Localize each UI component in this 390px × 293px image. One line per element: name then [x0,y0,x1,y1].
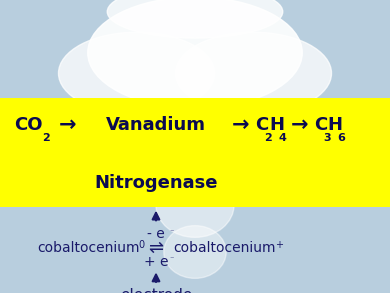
Text: CO: CO [14,115,42,134]
Text: ⁻: ⁻ [170,227,174,236]
Text: electrode: electrode [120,288,192,293]
Ellipse shape [140,117,250,176]
Ellipse shape [58,32,214,114]
Text: - e: - e [147,227,165,241]
Ellipse shape [156,173,234,237]
Text: H: H [269,115,284,134]
Text: cobaltocenium: cobaltocenium [174,241,276,255]
Text: Vanadium: Vanadium [106,115,206,134]
Text: 6: 6 [337,133,345,143]
Text: +: + [275,240,283,250]
Text: 3: 3 [323,133,331,143]
Ellipse shape [88,0,302,108]
Text: + e: + e [144,255,168,269]
Text: C: C [255,115,269,134]
Text: 2: 2 [42,133,50,143]
FancyBboxPatch shape [0,98,390,207]
Text: ⁻: ⁻ [170,255,174,264]
Text: C: C [314,115,327,134]
Text: H: H [328,115,342,134]
Text: 4: 4 [279,133,287,143]
Text: 0: 0 [138,240,145,250]
Text: 2: 2 [264,133,272,143]
Text: ⇌: ⇌ [149,239,163,257]
Ellipse shape [164,226,226,278]
Text: →: → [291,115,308,134]
Text: →: → [58,115,76,134]
Ellipse shape [176,32,332,114]
Ellipse shape [107,0,283,38]
Text: →: → [232,115,250,134]
Text: Nitrogenase: Nitrogenase [94,174,218,192]
Text: cobaltocenium: cobaltocenium [37,241,140,255]
